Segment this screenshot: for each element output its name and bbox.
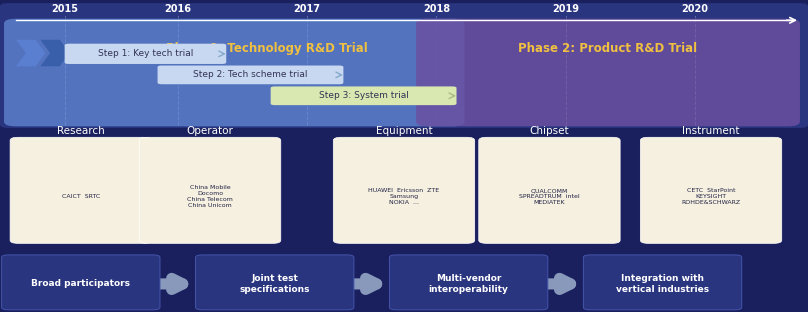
- Text: Instrument: Instrument: [682, 126, 740, 136]
- FancyBboxPatch shape: [11, 137, 152, 243]
- Text: 2019: 2019: [552, 4, 579, 14]
- Text: Integration with
vertical industries: Integration with vertical industries: [616, 274, 709, 294]
- FancyBboxPatch shape: [583, 255, 742, 310]
- Text: Multi-vendor
interoperability: Multi-vendor interoperability: [429, 274, 508, 294]
- Text: QUALCOMM
SPREADTRUM  intel
MEDIATEK: QUALCOMM SPREADTRUM intel MEDIATEK: [519, 188, 580, 205]
- Text: CAICT  SRTC: CAICT SRTC: [61, 194, 100, 199]
- Text: Research: Research: [57, 126, 105, 136]
- FancyBboxPatch shape: [333, 137, 474, 243]
- Polygon shape: [40, 40, 69, 66]
- FancyBboxPatch shape: [139, 137, 281, 243]
- Polygon shape: [16, 40, 45, 66]
- Text: China Mobile
Docomo
China Telecom
China Unicom: China Mobile Docomo China Telecom China …: [187, 185, 233, 208]
- Text: 2020: 2020: [681, 4, 709, 14]
- FancyBboxPatch shape: [2, 255, 160, 310]
- FancyBboxPatch shape: [389, 255, 548, 310]
- FancyBboxPatch shape: [196, 255, 354, 310]
- FancyBboxPatch shape: [0, 3, 808, 128]
- FancyBboxPatch shape: [416, 19, 800, 126]
- Text: Step 3: System trial: Step 3: System trial: [318, 91, 409, 100]
- Text: Step 2: Tech scheme trial: Step 2: Tech scheme trial: [193, 71, 308, 79]
- FancyBboxPatch shape: [271, 86, 457, 105]
- Text: HUAWEI  Ericsson  ZTE
Samsung
NOKIA  ...: HUAWEI Ericsson ZTE Samsung NOKIA ...: [368, 188, 440, 205]
- Text: 2018: 2018: [423, 4, 450, 14]
- Text: CETC  StarPoint
KEYSIGHT
ROHDE&SCHWARZ: CETC StarPoint KEYSIGHT ROHDE&SCHWARZ: [681, 188, 741, 205]
- FancyBboxPatch shape: [641, 137, 782, 243]
- FancyBboxPatch shape: [65, 44, 226, 64]
- FancyBboxPatch shape: [478, 137, 621, 243]
- Text: Phase 1: Technology R&D Trial: Phase 1: Technology R&D Trial: [166, 42, 368, 55]
- Text: Step 1: Key tech trial: Step 1: Key tech trial: [98, 49, 193, 58]
- FancyBboxPatch shape: [158, 66, 343, 84]
- Text: Broad participators: Broad participators: [32, 280, 130, 288]
- Text: 2016: 2016: [164, 4, 191, 14]
- Text: Joint test
specifications: Joint test specifications: [239, 274, 310, 294]
- Text: Operator: Operator: [187, 126, 234, 136]
- Text: Equipment: Equipment: [376, 126, 432, 136]
- Text: 2017: 2017: [293, 4, 321, 14]
- Text: 2015: 2015: [51, 4, 78, 14]
- Text: Phase 2: Product R&D Trial: Phase 2: Product R&D Trial: [519, 42, 697, 55]
- Text: Chipset: Chipset: [529, 126, 570, 136]
- FancyBboxPatch shape: [4, 19, 465, 126]
